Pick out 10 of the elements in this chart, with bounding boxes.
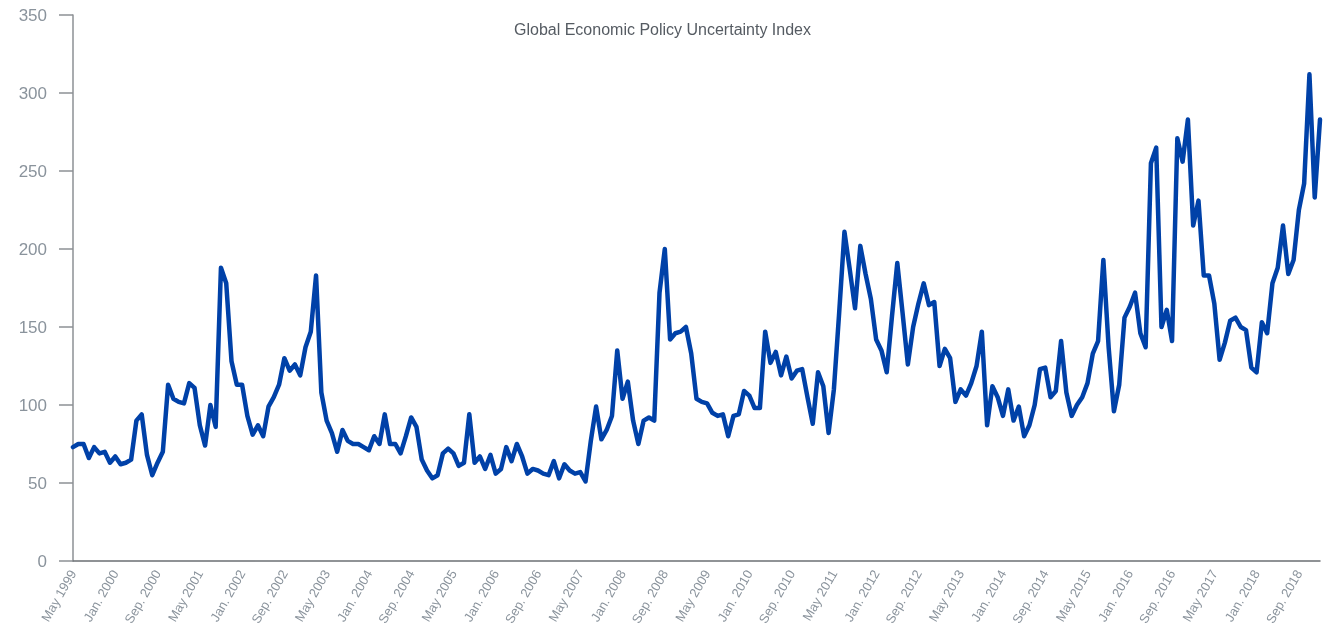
y-tick-label: 50 (28, 473, 47, 493)
y-tick-label: 200 (18, 239, 47, 259)
y-tick-label: 0 (37, 551, 47, 571)
y-tick-label: 100 (18, 395, 47, 415)
chart-title: Global Economic Policy Uncertainty Index (513, 20, 812, 38)
y-tick-label: 350 (18, 5, 47, 25)
line-series (70, 72, 1323, 484)
y-tick-label: 250 (18, 161, 47, 181)
y-tick-label: 300 (18, 83, 47, 103)
y-tick-label: 150 (18, 317, 47, 337)
